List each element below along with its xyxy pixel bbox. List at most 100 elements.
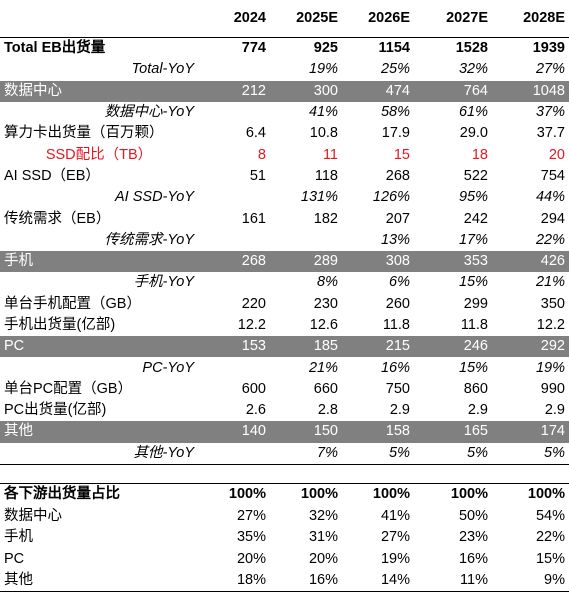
- spacer-row: [0, 464, 569, 483]
- spacer-cell: [414, 464, 492, 483]
- row-value: 764: [414, 80, 492, 102]
- row-value: 1528: [414, 37, 492, 60]
- table-row: 单台手机配置（GB） 220 230 260 299 350: [0, 294, 569, 315]
- row-value: 17.9: [381, 125, 410, 142]
- row-label: PC-YoY: [142, 359, 194, 376]
- row-value: 32%: [458, 61, 488, 78]
- row-value: [198, 442, 270, 465]
- table-row: AI SSD-YoY 131% 126% 95% 44%: [0, 187, 569, 208]
- row-value: 308: [342, 250, 414, 273]
- row-value: 220: [241, 295, 266, 312]
- row-value: 750: [385, 380, 410, 397]
- row-value: 260: [385, 295, 410, 312]
- row-value: 23%: [458, 529, 488, 546]
- row-value: 15%: [458, 359, 488, 376]
- row-value: 299: [463, 295, 488, 312]
- row-value: 158: [342, 421, 414, 443]
- row-label: 其他: [0, 569, 198, 592]
- row-value: 32%: [308, 508, 338, 525]
- row-value: 350: [540, 295, 565, 312]
- row-label: 传统需求-YoY: [104, 231, 194, 248]
- row-value: 27%: [380, 529, 410, 546]
- header-cell-2025e: 2025E: [296, 10, 338, 26]
- header-cell-label: [0, 0, 198, 38]
- row-value: 22%: [535, 529, 565, 546]
- row-value: 161: [241, 210, 266, 227]
- row-label: AI SSD-YoY: [115, 189, 194, 206]
- row-value: 50%: [458, 508, 488, 525]
- row-value: 2.9: [389, 402, 410, 419]
- row-label: 传统需求（EB）: [4, 210, 111, 227]
- table-row: PC-YoY 21% 16% 15% 19%: [0, 357, 569, 378]
- share-row: 其他 18% 16% 14% 11% 9%: [0, 569, 569, 592]
- share-row: 数据中心 27% 32% 41% 50% 54%: [0, 506, 569, 527]
- spacer-cell: [492, 464, 569, 483]
- row-value: 41%: [380, 508, 410, 525]
- row-value: 2.6: [245, 402, 266, 419]
- row-value: 294: [540, 210, 565, 227]
- spacer-cell: [198, 464, 270, 483]
- spacer-cell: [270, 464, 342, 483]
- row-value: [198, 187, 270, 208]
- table-row: SSD配比（TB） 8 11 15 18 20: [0, 144, 569, 165]
- row-value: 22%: [535, 231, 565, 248]
- row-value: 95%: [458, 189, 488, 206]
- row-value: 8: [257, 146, 266, 163]
- table-row: Total EB出货量 774 925 1154 1528 1939: [0, 37, 569, 60]
- row-value: 41%: [308, 104, 338, 121]
- table-row: 其他 140 150 158 165 174: [0, 421, 569, 443]
- row-value: 660: [313, 380, 338, 397]
- row-value: 2.8: [317, 402, 338, 419]
- row-label: 其他-YoY: [0, 442, 198, 465]
- row-value: 268: [198, 250, 270, 273]
- share-row: PC 20% 20% 19% 16% 15%: [0, 549, 569, 570]
- row-value: 5%: [342, 442, 414, 465]
- table-row: 数据中心 212 300 474 764 1048: [0, 80, 569, 102]
- row-value: 58%: [380, 104, 410, 121]
- row-value: 13%: [380, 231, 410, 248]
- row-value: 17%: [458, 231, 488, 248]
- row-value: 215: [342, 336, 414, 358]
- row-value: 353: [414, 250, 492, 273]
- row-label: 数据中心: [4, 508, 62, 525]
- row-value: 774: [198, 37, 270, 60]
- row-label: 单台PC配置（GB）: [4, 380, 133, 397]
- table-row: 算力卡出货量（百万颗） 6.4 10.8 17.9 29.0 37.7: [0, 123, 569, 144]
- row-value: 426: [492, 250, 569, 273]
- row-value: 860: [463, 380, 488, 397]
- row-value: 11.8: [382, 317, 410, 333]
- header-cell-2027e: 2027E: [446, 10, 488, 26]
- table-row: 其他-YoY 7% 5% 5% 5%: [0, 442, 569, 465]
- row-value: 153: [198, 336, 270, 358]
- share-header-row: 各下游出货量占比 100% 100% 100% 100% 100%: [0, 482, 569, 506]
- row-label: 手机-YoY: [133, 274, 194, 291]
- row-label: SSD配比（TB）: [45, 146, 153, 163]
- row-value: 131%: [300, 189, 338, 206]
- header-row: 2024 2025E 2026E 2027E 2028E: [0, 0, 569, 38]
- row-value: 35%: [236, 529, 266, 546]
- row-value: 2.9: [467, 402, 488, 419]
- row-value: 19%: [308, 61, 338, 78]
- table-row: PC出货量(亿部) 2.6 2.8 2.9 2.9 2.9: [0, 400, 569, 421]
- row-value: 9%: [492, 569, 569, 592]
- row-value: 11: [322, 146, 338, 163]
- row-value: 174: [492, 421, 569, 443]
- row-value: [198, 230, 270, 251]
- row-label: Total EB出货量: [0, 37, 198, 60]
- spacer-cell: [0, 464, 198, 483]
- row-value: 8%: [317, 274, 338, 291]
- row-value: 126%: [372, 189, 410, 206]
- row-value: 754: [540, 167, 565, 184]
- row-value: 12.2: [536, 317, 565, 333]
- row-value: 21%: [535, 274, 565, 291]
- row-value: 15%: [458, 274, 488, 291]
- row-label: 手机: [4, 529, 33, 546]
- row-label: 其他: [0, 421, 198, 443]
- header-cell-2028e: 2028E: [523, 10, 565, 26]
- row-value: 118: [314, 167, 338, 184]
- row-value: 7%: [270, 442, 342, 465]
- row-value: 212: [198, 80, 270, 102]
- row-value: 1154: [342, 37, 414, 60]
- table-row: 手机出货量(亿部) 12.2 12.6 11.8 11.8 12.2: [0, 315, 569, 336]
